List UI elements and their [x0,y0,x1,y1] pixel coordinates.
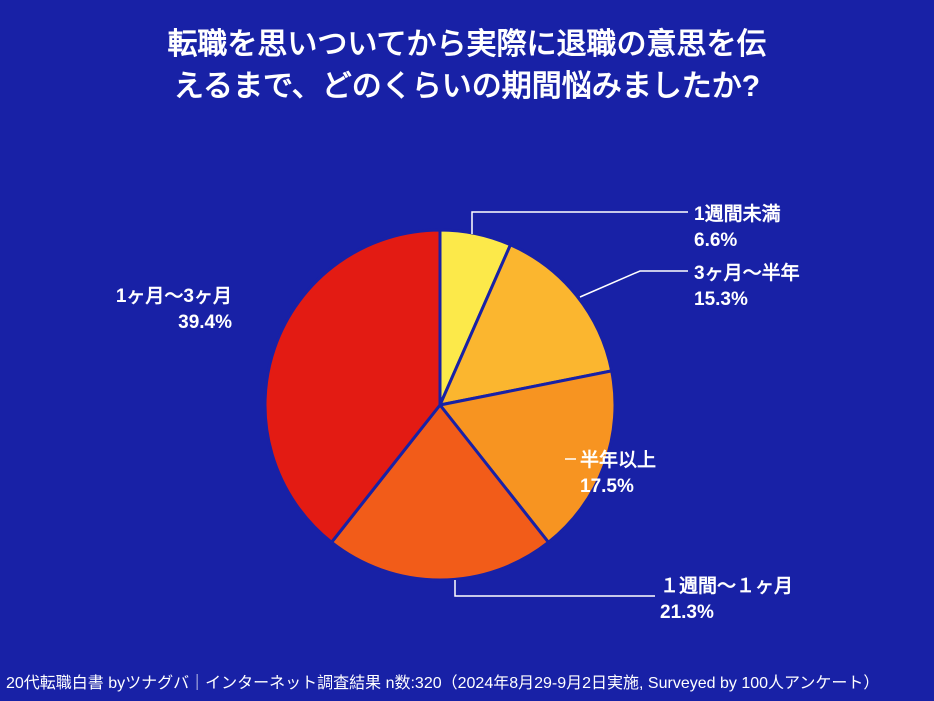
slice-label-text: １週間〜１ヶ月 [660,574,793,600]
slice-label-percent: 6.6% [694,228,781,254]
slice-label-percent: 17.5% [580,474,656,500]
pie-slice-label: 1ヶ月〜3ヶ月39.4% [116,284,232,335]
slice-label-percent: 15.3% [694,287,800,313]
leader-line [580,271,688,297]
pie-slice-label: １週間〜１ヶ月21.3% [660,574,793,625]
slice-label-percent: 21.3% [660,600,793,626]
pie-chart [0,0,934,701]
chart-footer: 20代転職白書 byツナグバ｜インターネット調査結果 n数:320（2024年8… [0,669,934,693]
slice-label-text: 1ヶ月〜3ヶ月 [116,284,232,310]
leader-line [472,212,688,234]
slice-label-text: 3ヶ月〜半年 [694,261,800,287]
pie-slice-label: 半年以上17.5% [580,448,656,499]
pie-slice-label: 1週間未満6.6% [694,202,781,253]
leader-line [455,580,655,596]
slice-label-text: 1週間未満 [694,202,781,228]
slice-label-text: 半年以上 [580,448,656,474]
pie-slice-label: 3ヶ月〜半年15.3% [694,261,800,312]
slice-label-percent: 39.4% [116,310,232,336]
